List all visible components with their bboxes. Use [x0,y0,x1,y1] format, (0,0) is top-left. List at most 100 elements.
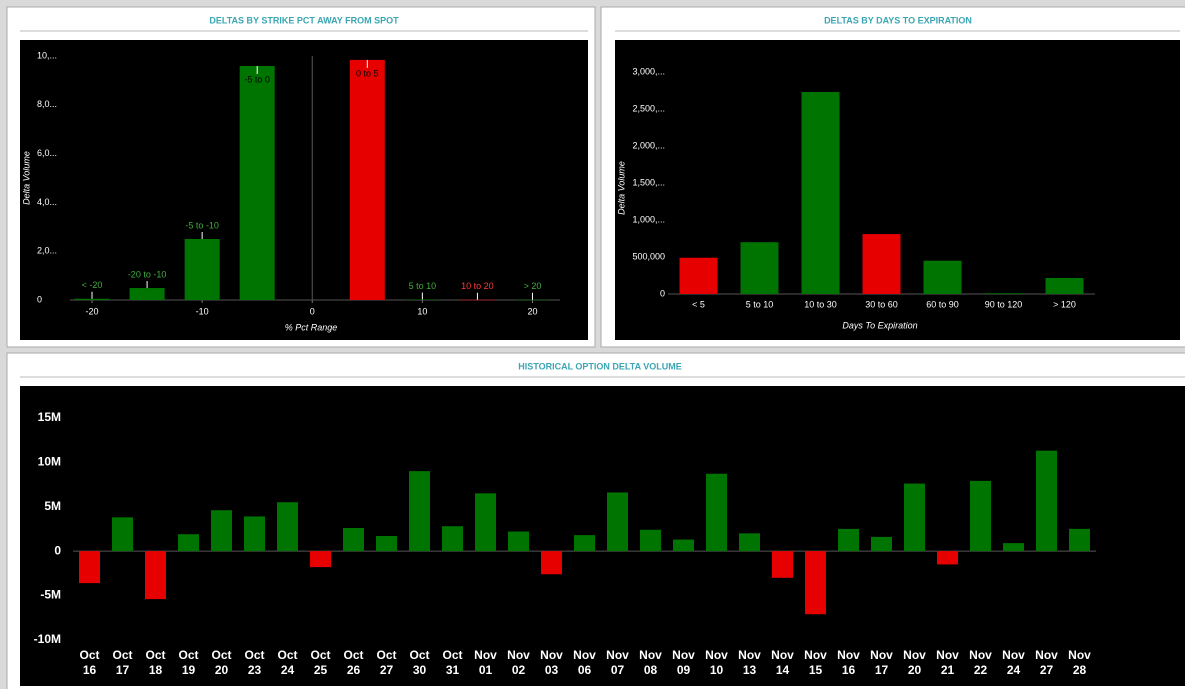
bar [838,528,859,552]
x-tick-label: Oct 27 [376,648,397,677]
x-tick-label: Nov 16 [837,648,860,677]
y-tick-label: 0 [37,294,42,304]
bar [904,483,925,552]
bar [640,529,661,552]
bar [310,551,331,568]
bar [343,528,364,552]
x-tick-label: Oct 16 [79,648,100,677]
bar [574,535,595,552]
bar [409,471,430,552]
plot-area [20,40,588,340]
bar [871,536,892,552]
data-label: 5 to 10 [409,281,437,291]
x-tick-label: Nov 21 [936,648,959,677]
x-tick-label: Oct 24 [277,648,298,677]
bar [211,510,232,552]
x-tick-label: 10 [417,306,427,316]
x-tick-label: Oct 20 [211,648,232,677]
bar [801,91,840,294]
x-tick-label: 60 to 90 [926,299,959,309]
x-tick-label: 20 [527,306,537,316]
x-tick-label: Oct 18 [145,648,166,677]
x-tick-label: Nov 01 [474,648,497,677]
y-tick-label: 15M [38,410,61,424]
bar [239,66,275,300]
bar [112,517,133,552]
bar [740,242,779,294]
x-tick-label: Nov 13 [738,648,761,677]
x-tick-label: Nov 02 [507,648,530,677]
x-tick-label: Nov 06 [573,648,596,677]
x-tick-label: Nov 24 [1002,648,1025,677]
data-label: -20 to -10 [128,269,167,279]
x-tick-label: -20 [86,306,99,316]
bar [1045,278,1084,294]
bar [739,533,760,552]
y-axis-label: Delta Volume [21,151,31,205]
bar [514,299,550,301]
bar [79,551,100,584]
x-tick-label: -10 [196,306,209,316]
y-tick-label: 1,500,... [632,177,665,187]
bar [673,539,694,552]
y-axis-label: Delta Volume [616,161,626,215]
data-label: < -20 [82,280,103,290]
x-tick-label: Oct 25 [310,648,331,677]
bar [184,239,220,300]
x-tick-label: Nov 27 [1035,648,1058,677]
x-tick-label: 90 to 120 [985,299,1023,309]
y-tick-label: 2,0... [37,246,57,256]
y-tick-label: 1,000,... [632,214,665,224]
bar [805,551,826,615]
bar [129,288,165,300]
x-tick-label: Oct 30 [409,648,430,677]
x-tick-label: Oct 17 [112,648,133,677]
x-tick-label: 30 to 60 [865,299,898,309]
y-tick-label: 2,500,... [632,103,665,113]
x-tick-label: Nov 07 [606,648,629,677]
bar [404,299,440,301]
y-tick-label: 10M [38,454,61,468]
x-tick-label: 5 to 10 [746,299,774,309]
y-tick-label: 8,0... [37,99,57,109]
y-tick-label: 2,000,... [632,140,665,150]
x-tick-label: Nov 15 [804,648,827,677]
bar [706,473,727,552]
y-tick-label: 3,000,... [632,66,665,76]
x-axis-label: Days To Expiration [842,320,917,330]
x-tick-label: Nov 22 [969,648,992,677]
x-tick-label: Nov 10 [705,648,728,677]
data-label: 0 to 5 [356,68,379,78]
y-tick-label: 0 [660,288,665,298]
bar [244,516,265,552]
bar [772,551,793,578]
bar [937,551,958,565]
x-tick-label: > 120 [1053,299,1076,309]
bar [442,526,463,552]
x-tick-label: Nov 09 [672,648,695,677]
data-label: > 20 [524,281,542,291]
y-tick-label: -5M [40,588,61,602]
data-label: -5 to 0 [244,74,270,84]
x-tick-label: Oct 31 [442,648,463,677]
data-label: -5 to -10 [185,220,219,230]
data-label: 10 to 20 [461,281,494,291]
x-tick-label: 10 to 30 [804,299,837,309]
bar [376,536,397,552]
chart-title: HISTORICAL OPTION DELTA VOLUME [518,361,682,371]
x-tick-label: Nov 28 [1068,648,1091,677]
bar [508,531,529,552]
bar [145,551,166,600]
x-tick-label: Nov 03 [540,648,563,677]
bar [475,493,496,552]
y-tick-label: 10,... [37,50,57,60]
x-tick-label: Oct 19 [178,648,199,677]
bar [277,502,298,552]
x-axis-label: % Pct Range [285,322,338,332]
bar [178,534,199,552]
x-tick-label: < 5 [692,299,705,309]
bar [1003,543,1024,552]
chart-title: DELTAS BY STRIKE PCT AWAY FROM SPOT [209,15,399,25]
